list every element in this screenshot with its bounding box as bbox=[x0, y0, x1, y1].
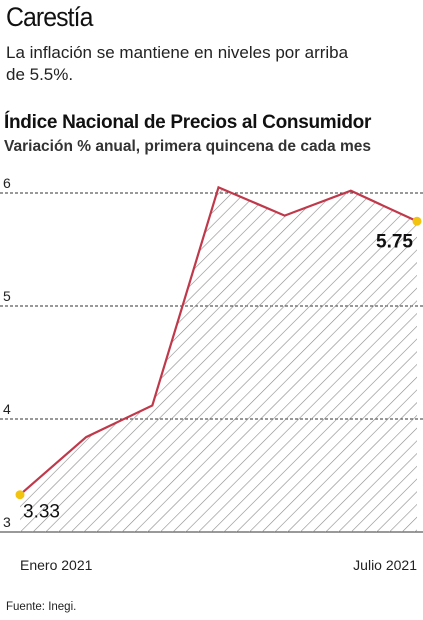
y-tick-label-6: 6 bbox=[3, 175, 11, 191]
data-label-6: 5.75 bbox=[376, 231, 413, 252]
data-markers bbox=[15, 216, 422, 500]
series-polyline bbox=[19, 185, 418, 496]
source-note: Fuente: Inegi. bbox=[6, 601, 77, 613]
page-subtitle: La inflación se mantiene en niveles por … bbox=[6, 43, 349, 84]
data-marker-0 bbox=[15, 490, 25, 500]
y-tick-label-4: 4 bbox=[3, 401, 11, 417]
x-axis-ticks: Enero 2021 Julio 2021 bbox=[20, 557, 417, 573]
y-axis-ticks: 3 4 5 6 bbox=[3, 175, 11, 530]
chart-title: Índice Nacional de Precios al Consumidor bbox=[4, 112, 372, 133]
inflation-area-chart: 3.33 5.75 3 4 5 6 Enero 2021 Julio 2021 bbox=[0, 175, 423, 573]
hatched-area bbox=[20, 187, 417, 532]
chart-subtitle: Variación % anual, primera quincena de c… bbox=[4, 138, 371, 155]
page-title: Carestía bbox=[6, 2, 93, 32]
y-tick-label-3: 3 bbox=[3, 514, 11, 530]
y-tick-label-5: 5 bbox=[3, 288, 11, 304]
data-marker-6 bbox=[412, 216, 422, 226]
series-line bbox=[19, 185, 418, 496]
x-tick-label-start: Enero 2021 bbox=[20, 557, 93, 573]
area-fill bbox=[20, 187, 417, 532]
data-label-0: 3.33 bbox=[23, 502, 60, 523]
x-tick-label-end: Julio 2021 bbox=[353, 557, 417, 573]
data-labels: 3.33 5.75 bbox=[23, 231, 413, 522]
